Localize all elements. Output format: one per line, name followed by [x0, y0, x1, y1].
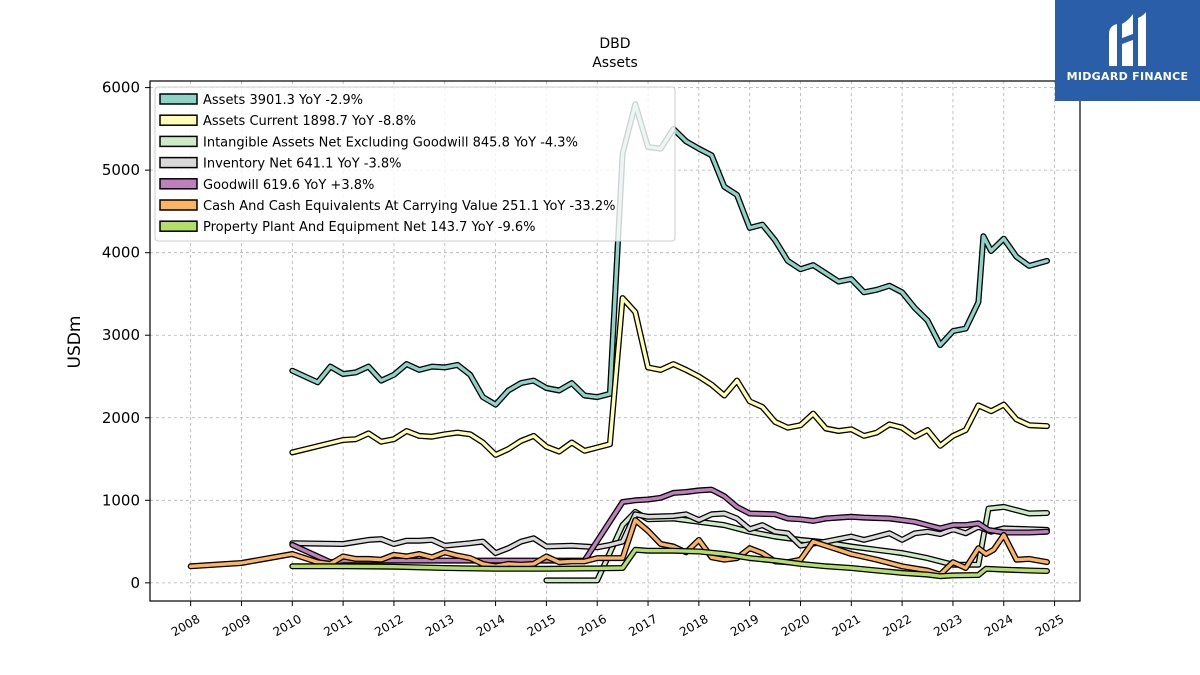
series-line [290, 511, 1049, 555]
legend-swatch [159, 93, 198, 105]
x-tick-label: 2017 [626, 612, 659, 639]
series-assets-current [289, 295, 1050, 458]
legend-label: Cash And Cash Equivalents At Carrying Va… [203, 199, 615, 214]
x-tick-label: 2011 [321, 612, 354, 639]
series-goodwill [289, 486, 1050, 566]
chart-title: DBD [599, 36, 630, 52]
midgard-logo-icon [1109, 12, 1146, 66]
legend-label: Intangible Assets Net Excluding Goodwill… [203, 135, 578, 150]
y-tick-label: 3000 [102, 326, 140, 344]
legend-swatch [159, 178, 198, 190]
x-tick-label: 2012 [372, 612, 405, 639]
series-layer [187, 101, 1050, 584]
legend-label: Goodwill 619.6 YoY +3.8% [203, 178, 374, 193]
series-line [290, 487, 1049, 564]
legend-swatch [159, 220, 198, 232]
y-axis-label: USDm [65, 316, 85, 369]
series-property-plant-and-equipment-net [289, 546, 1050, 580]
legend-swatch [159, 199, 198, 211]
x-tick-label: 2022 [880, 612, 913, 639]
x-tick-label: 2010 [271, 612, 304, 639]
legend: Assets 3901.3 YoY -2.9% Assets Current 18… [154, 86, 676, 242]
legend-item: Inventory Net 641.1 YoY -3.8% [159, 156, 402, 172]
x-tick-label: 2016 [575, 612, 608, 639]
legend-box [154, 86, 676, 242]
y-tick-label: 0 [130, 574, 140, 592]
legend-item: Cash And Cash Equivalents At Carrying Va… [159, 199, 615, 214]
y-tick-label: 4000 [102, 244, 140, 262]
y-tick-label: 5000 [102, 161, 140, 179]
y-tick-label: 1000 [102, 491, 140, 509]
y-tick-label: 6000 [102, 79, 140, 97]
brand-name: MIDGARD FINANCE [1066, 70, 1189, 83]
chart-subtitle: Assets [592, 55, 638, 71]
legend-swatch [159, 135, 198, 148]
legend-item: Assets 3901.3 YoY -2.9% [159, 93, 363, 108]
series-cash-and-cash-equivalents-at-carrying-value [187, 517, 1050, 578]
x-tick-label: 2014 [474, 612, 507, 639]
series-inventory-net [289, 510, 1050, 557]
x-tick-label: 2019 [728, 612, 761, 639]
x-tick-label: 2020 [779, 612, 812, 639]
x-tick-label: 2024 [982, 612, 1015, 639]
legend-swatch [159, 114, 198, 126]
legend-item: Intangible Assets Net Excluding Goodwill… [159, 135, 578, 150]
x-tick-label: 2009 [220, 612, 253, 639]
x-tick-label: 2025 [1033, 612, 1066, 639]
legend-label: Assets 3901.3 YoY -2.9% [203, 93, 363, 108]
legend-label: Property Plant And Equipment Net 143.7 Y… [203, 220, 536, 235]
legend-item: Property Plant And Equipment Net 143.7 Y… [159, 220, 536, 235]
y-tick-label: 2000 [102, 409, 140, 427]
x-tick-label: 2021 [830, 612, 863, 639]
x-tick-label: 2018 [677, 612, 710, 639]
series-line [188, 518, 1049, 577]
legend-item: Assets Current 1898.7 YoY -8.8% [159, 114, 416, 129]
series-assets [289, 101, 1050, 408]
plot-frame [149, 80, 1081, 602]
x-tick-label: 2008 [169, 612, 202, 639]
series-line [290, 296, 1049, 457]
legend-swatch [159, 156, 198, 169]
series-line [290, 102, 1049, 407]
x-tick-label: 2013 [423, 612, 456, 639]
legend-item: Goodwill 619.6 YoY +3.8% [159, 178, 374, 193]
legend-label: Inventory Net 641.1 YoY -3.8% [203, 157, 402, 172]
x-tick-label: 2023 [931, 612, 964, 639]
series-line [290, 548, 1049, 578]
x-tick-label: 2015 [525, 612, 558, 639]
legend-label: Assets Current 1898.7 YoY -8.8% [203, 114, 416, 129]
brand-logo: MIDGARD FINANCE [1055, 0, 1200, 101]
